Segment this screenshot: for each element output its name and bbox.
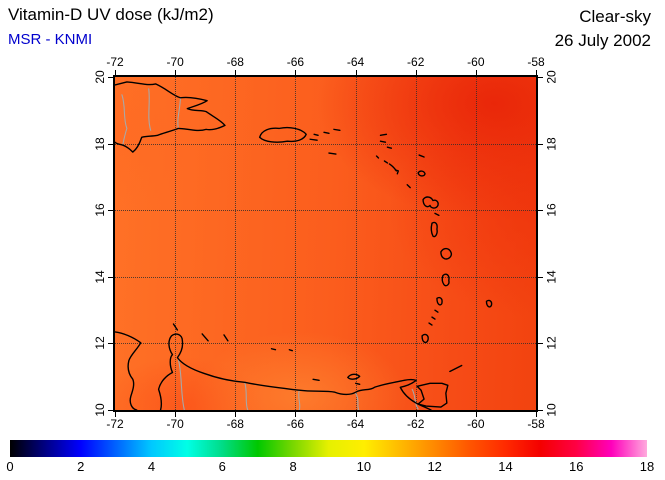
- tick-mark-top: [175, 70, 177, 75]
- colorbar-tick-label: 16: [568, 459, 584, 474]
- tick-mark-left: [108, 210, 113, 212]
- source-label: MSR - KNMI: [8, 31, 93, 48]
- colorbar-tick-label: 2: [77, 459, 85, 474]
- tick-mark-bottom: [295, 412, 297, 417]
- tick-mark-bottom: [415, 412, 417, 417]
- tick-mark-right: [538, 77, 543, 78]
- tick-mark-top: [115, 70, 116, 75]
- lat-tick-label-left: 10: [93, 403, 107, 417]
- tick-mark-bottom: [355, 412, 357, 417]
- gridline-horizontal: [115, 143, 536, 145]
- lon-tick-label-top: -60: [467, 55, 485, 69]
- lon-tick-label-bottom: -66: [286, 417, 305, 431]
- colorbar: [10, 440, 647, 457]
- lat-tick-label-left: 14: [93, 270, 107, 284]
- gridline-vertical: [175, 77, 177, 410]
- gridline-vertical: [475, 77, 477, 410]
- tick-mark-top: [536, 70, 537, 75]
- lat-tick-label-left: 12: [93, 336, 107, 351]
- tick-mark-right: [538, 210, 543, 212]
- lon-tick-label-top: -72: [106, 55, 124, 69]
- tick-mark-right: [538, 276, 543, 278]
- tick-mark-right: [538, 410, 543, 411]
- colorbar-tick-label: 10: [356, 459, 372, 474]
- lon-tick-label-bottom: -68: [226, 417, 244, 431]
- lat-tick-label-right: 10: [544, 403, 558, 417]
- lat-tick-label-right: 20: [544, 70, 558, 84]
- colorbar-tick-label: 6: [218, 459, 226, 474]
- lon-tick-label-top: -66: [286, 55, 305, 69]
- coastlines-svg: [115, 81, 493, 410]
- country-borders: [121, 88, 419, 410]
- gridline-horizontal: [115, 210, 536, 212]
- colorbar-tick-label: 4: [147, 459, 156, 474]
- colorbar-tick-label: 12: [427, 459, 442, 474]
- tick-mark-right: [538, 343, 543, 345]
- lat-tick-label-right: 18: [544, 136, 558, 151]
- gridline-vertical: [295, 77, 297, 410]
- lat-tick-label-left: 18: [93, 136, 107, 151]
- coastline-paths: [115, 81, 493, 410]
- page-title: Vitamin-D UV dose (kJ/m2): [8, 5, 214, 24]
- lat-tick-label-right: 12: [544, 336, 558, 351]
- colorbar-tick-label: 8: [289, 459, 297, 474]
- tick-mark-bottom: [115, 412, 116, 417]
- tick-mark-top: [295, 70, 297, 75]
- gridline-vertical: [235, 77, 237, 410]
- lat-tick-label-left: 16: [93, 203, 107, 217]
- tick-mark-top: [415, 70, 417, 75]
- gridline-horizontal: [115, 343, 536, 345]
- lon-tick-label-top: -68: [226, 55, 244, 69]
- tick-mark-top: [235, 70, 237, 75]
- tick-mark-right: [538, 143, 543, 145]
- lon-tick-label-bottom: -58: [527, 417, 545, 431]
- tick-mark-top: [355, 70, 357, 75]
- tick-mark-bottom: [235, 412, 237, 417]
- gridline-vertical: [415, 77, 417, 410]
- lat-tick-label-left: 20: [93, 70, 107, 84]
- tick-mark-left: [108, 276, 113, 278]
- lon-tick-label-bottom: -60: [467, 417, 485, 431]
- lon-tick-label-bottom: -64: [346, 417, 365, 431]
- tick-mark-bottom: [175, 412, 177, 417]
- gridline-vertical: [355, 77, 357, 410]
- colorbar-tick-label: 0: [6, 459, 14, 474]
- lon-tick-label-top: -64: [346, 55, 365, 69]
- lon-tick-label-bottom: -72: [106, 417, 124, 431]
- colorbar-tick-label: 18: [639, 459, 655, 474]
- lon-tick-label-top: -58: [527, 55, 545, 69]
- tick-mark-left: [108, 343, 113, 345]
- sky-condition-label: Clear-sky: [579, 7, 651, 26]
- header-right: Clear-sky 26 July 2002: [555, 5, 651, 53]
- lon-tick-label-bottom: -62: [407, 417, 425, 431]
- tick-mark-left: [108, 410, 113, 411]
- lon-tick-label-bottom: -70: [166, 417, 184, 431]
- colorbar-labels: 0 2 4 6 8 10 12 14 16 18: [6, 459, 654, 475]
- tick-mark-top: [475, 70, 477, 75]
- tick-mark-left: [108, 143, 113, 145]
- gridline-horizontal: [115, 276, 536, 278]
- date-label: 26 July 2002: [554, 31, 651, 50]
- tick-mark-bottom: [536, 412, 537, 417]
- tick-mark-left: [108, 77, 113, 78]
- tick-mark-bottom: [475, 412, 477, 417]
- colorbar-tick-label: 14: [498, 459, 513, 474]
- map-plot: -72 -72 -70 -70 -68 -68 -66 -66 -64 -64 -62 -62 -60 -…: [93, 55, 558, 431]
- lat-tick-label-right: 14: [544, 270, 558, 284]
- lat-tick-label-right: 16: [544, 203, 558, 217]
- lon-tick-label-top: -70: [166, 55, 184, 69]
- lon-tick-label-top: -62: [407, 55, 425, 69]
